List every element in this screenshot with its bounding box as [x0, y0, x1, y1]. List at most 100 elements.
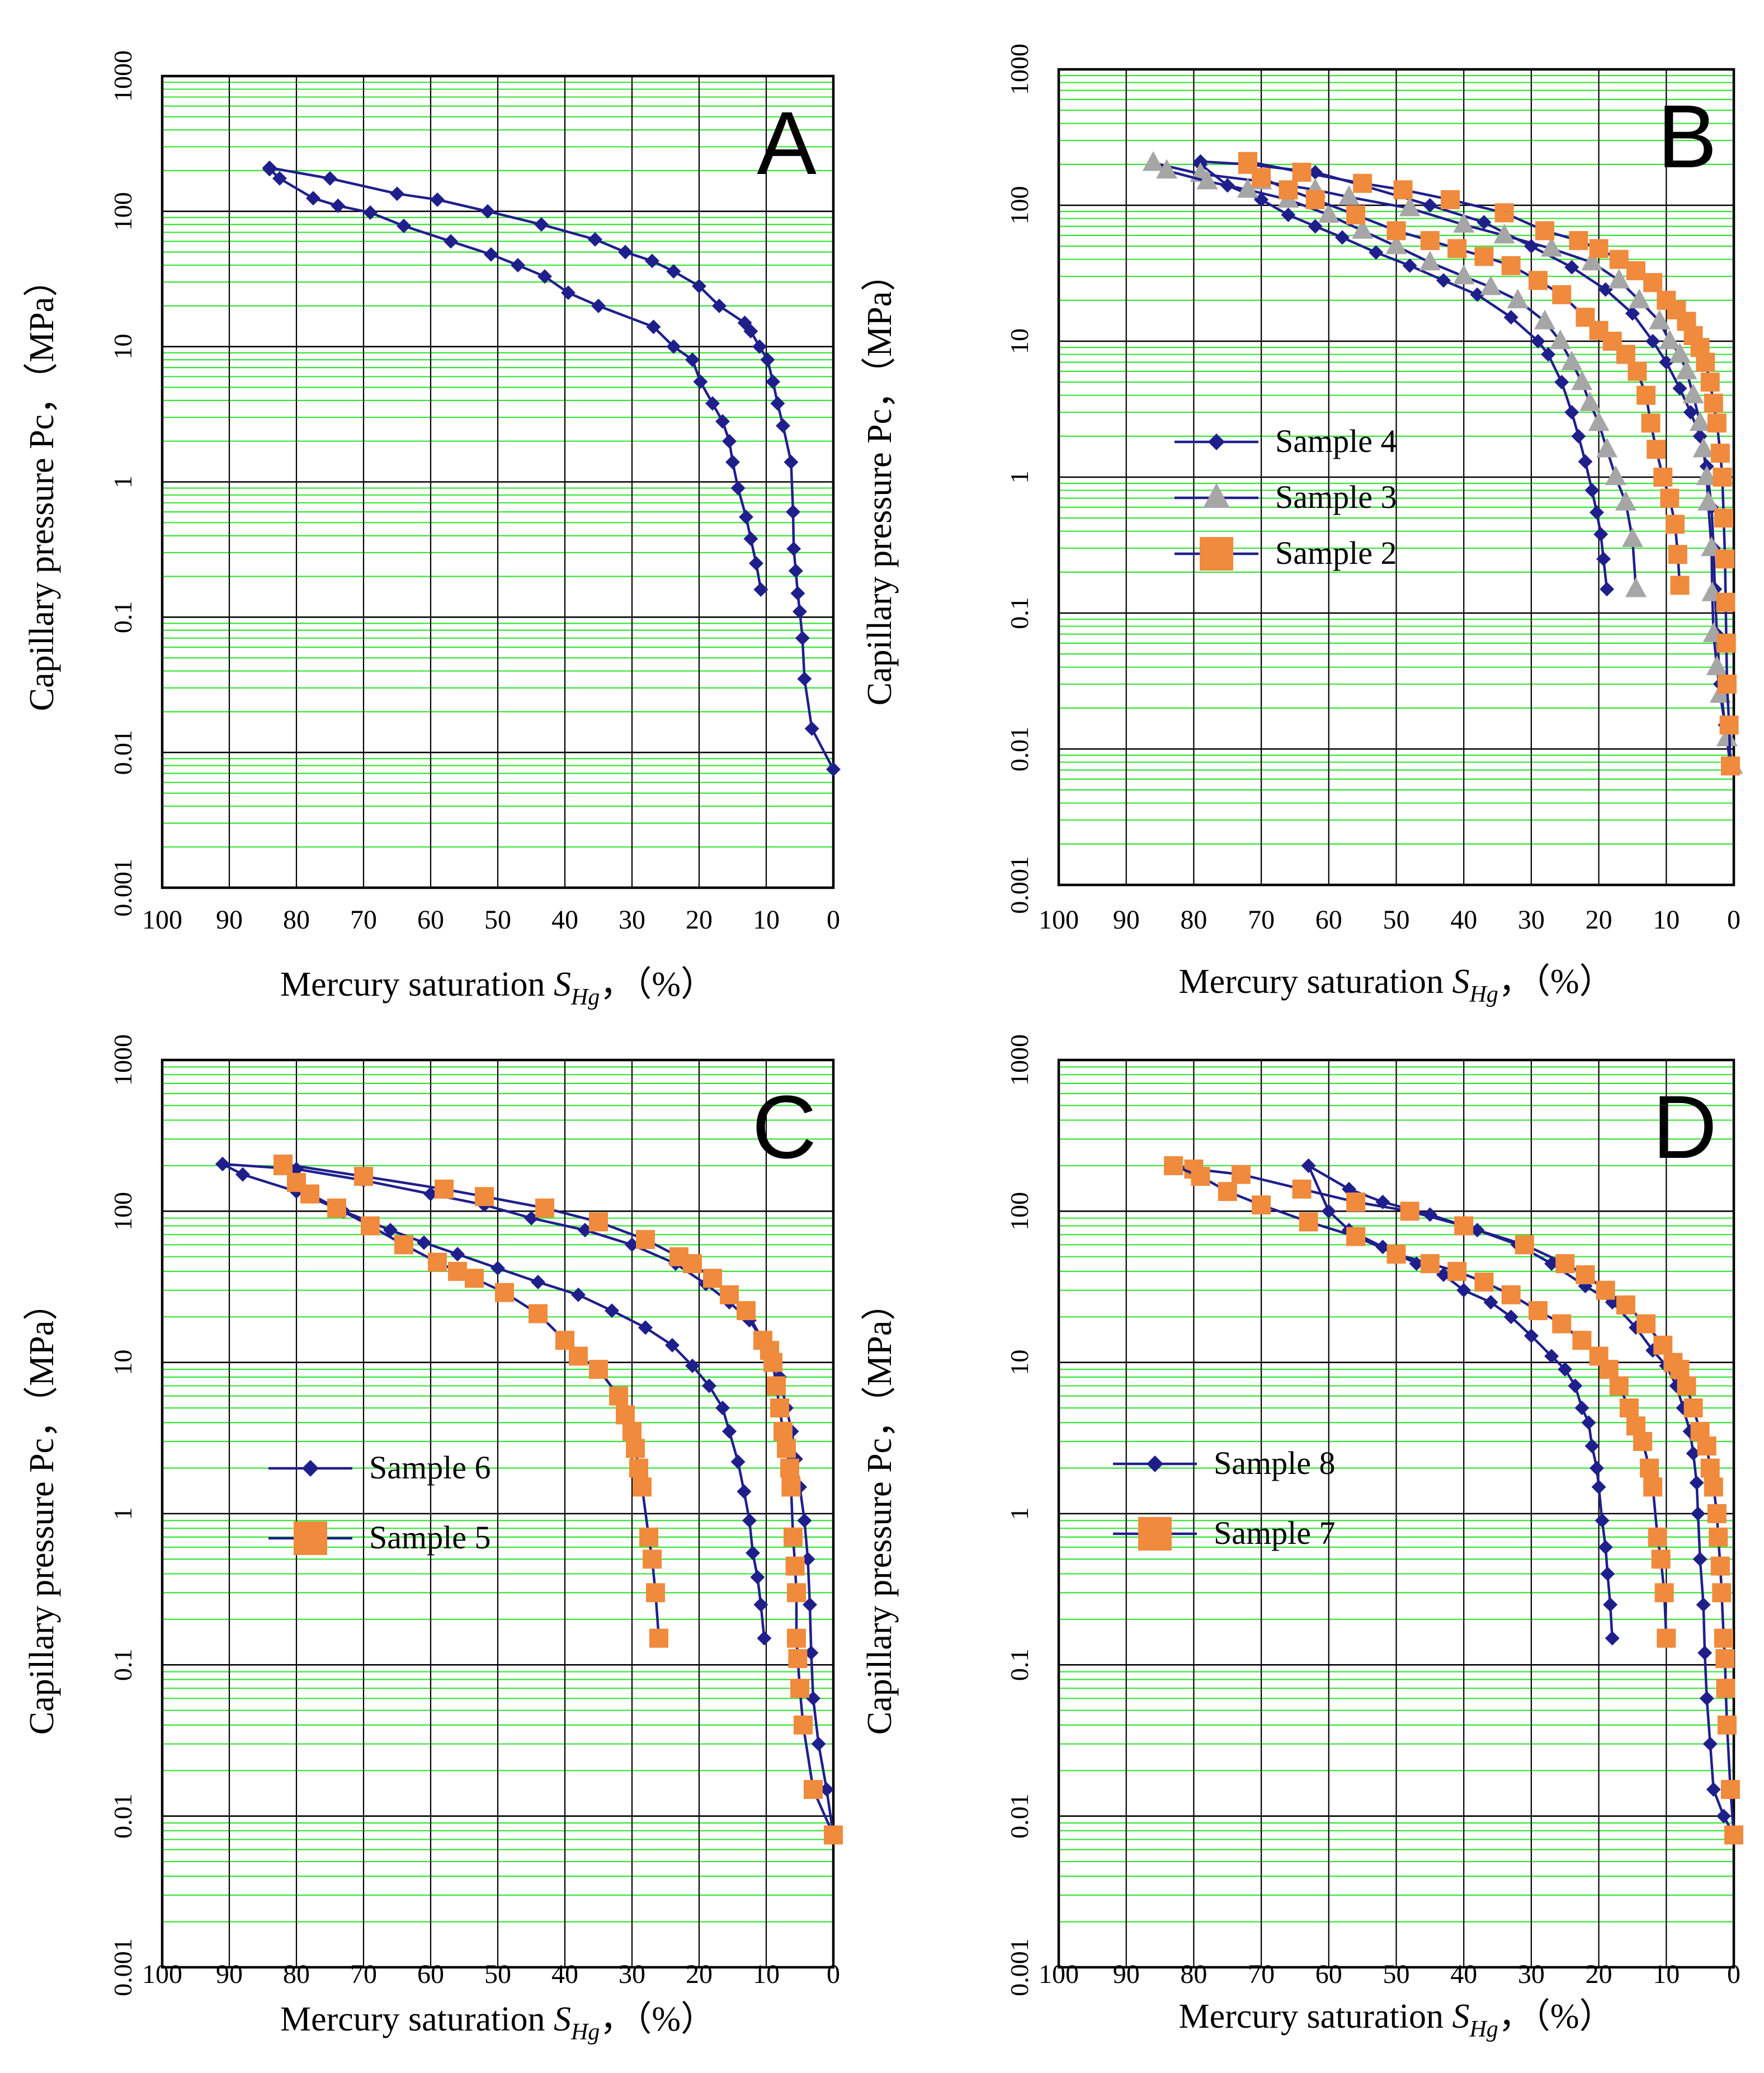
data-point — [1218, 1182, 1237, 1202]
data-point — [1589, 1346, 1609, 1366]
data-point — [1555, 1254, 1575, 1274]
data-point — [394, 1235, 413, 1255]
data-point — [1724, 1825, 1743, 1845]
data-point — [1609, 1376, 1629, 1396]
data-point — [1528, 271, 1548, 290]
data-point — [1657, 290, 1676, 310]
y-tick-label: 0.01 — [109, 730, 137, 775]
data-point — [1571, 370, 1593, 390]
legend-marker — [1203, 483, 1230, 508]
series-sample-6-1 — [215, 1157, 772, 1646]
data-point — [788, 563, 803, 578]
y-tick-label: 0.01 — [109, 1793, 137, 1839]
x-tick-label: 60 — [1315, 1959, 1342, 1989]
data-point — [605, 1303, 619, 1318]
data-point — [1710, 444, 1730, 463]
y-tick-label: 100 — [109, 192, 137, 230]
y-tick-label: 10 — [109, 1350, 137, 1375]
data-point — [430, 192, 445, 207]
data-point — [776, 418, 790, 434]
data-point — [561, 285, 576, 300]
data-point — [703, 1269, 722, 1288]
series-curve-0 — [262, 160, 841, 777]
data-point — [555, 1331, 574, 1350]
data-point — [1692, 437, 1714, 458]
y-axis-label: Capillary pressure Pc，（MPa） — [861, 1286, 899, 1735]
data-point — [1524, 1328, 1539, 1344]
data-point — [626, 1439, 645, 1458]
data-point — [767, 1376, 786, 1396]
x-tick-label: 100 — [1039, 905, 1079, 935]
legend-label: Sample 3 — [1275, 479, 1397, 515]
legend: Sample 8 Sample 7 — [1113, 1445, 1335, 1551]
x-tick-label: 0 — [827, 905, 840, 935]
data-point — [1318, 203, 1339, 223]
data-point — [665, 1337, 680, 1353]
data-point — [1700, 373, 1720, 392]
data-point — [753, 1331, 772, 1350]
data-point — [1346, 1192, 1366, 1212]
data-point — [1552, 1314, 1572, 1334]
data-point — [1299, 1212, 1318, 1232]
panel-letter: C — [752, 1077, 817, 1177]
data-point — [629, 1458, 648, 1478]
data-point — [537, 269, 552, 284]
data-point — [1700, 1458, 1720, 1478]
y-tick-label: 100 — [1005, 186, 1034, 225]
x-tick-label: 50 — [1383, 905, 1410, 935]
x-tick-label: 20 — [1586, 905, 1612, 935]
x-tick-label: 90 — [1113, 905, 1140, 935]
data-point — [784, 1527, 803, 1547]
x-tick-label: 10 — [1653, 1959, 1680, 1989]
data-point — [235, 1167, 250, 1182]
legend-marker — [1147, 1455, 1163, 1472]
data-point — [1697, 491, 1719, 511]
data-point — [1702, 1736, 1718, 1751]
data-point — [1600, 1566, 1615, 1581]
chart-panel-d: 100 90 80 70 60 50 40 30 20 10 010001001010.10.010… — [861, 1034, 1743, 2042]
x-tick-label: 30 — [619, 1959, 645, 1989]
data-point — [1714, 1628, 1733, 1648]
data-point — [1346, 205, 1366, 225]
data-point — [1720, 1780, 1740, 1799]
data-point — [750, 1570, 765, 1585]
legend: Sample 4 Sample 3 Sample 2 — [1175, 423, 1397, 571]
x-tick-label: 0 — [827, 1959, 840, 1989]
data-point — [1672, 381, 1687, 396]
data-point — [824, 1825, 843, 1845]
data-point — [803, 1597, 817, 1612]
data-point — [1474, 1272, 1494, 1292]
data-point — [1305, 190, 1325, 209]
y-tick-label: 0.1 — [1005, 1649, 1034, 1681]
data-point — [1579, 391, 1601, 412]
x-tick-label: 70 — [350, 905, 377, 935]
data-point — [649, 1628, 668, 1648]
data-point — [1712, 1583, 1732, 1603]
data-point — [1682, 383, 1704, 403]
data-point — [785, 1556, 805, 1576]
data-point — [1608, 268, 1630, 289]
data-point — [1477, 215, 1492, 230]
data-point — [1454, 1216, 1474, 1236]
data-point — [327, 1198, 346, 1218]
data-point — [1699, 1691, 1714, 1706]
data-point — [1549, 329, 1571, 350]
data-point — [1643, 273, 1663, 293]
chart-panel-b: 100 90 80 70 60 50 40 30 20 10 010001001010.10.010… — [861, 44, 1743, 1007]
data-point — [1647, 440, 1666, 459]
data-point — [806, 1691, 820, 1706]
plot-frame — [161, 74, 835, 889]
data-point — [1677, 1376, 1696, 1396]
data-point — [1716, 726, 1738, 747]
data-point — [1589, 505, 1604, 520]
data-point — [1676, 360, 1697, 380]
data-point — [435, 1179, 454, 1199]
data-point — [1554, 375, 1569, 390]
data-point — [1393, 180, 1413, 200]
data-point — [609, 1386, 628, 1406]
legend-label: Sample 6 — [369, 1449, 490, 1486]
data-point — [730, 1454, 746, 1469]
series-sample-2-4 — [1238, 152, 1740, 776]
data-point — [784, 455, 799, 470]
x-tick-label: 80 — [1180, 905, 1207, 935]
